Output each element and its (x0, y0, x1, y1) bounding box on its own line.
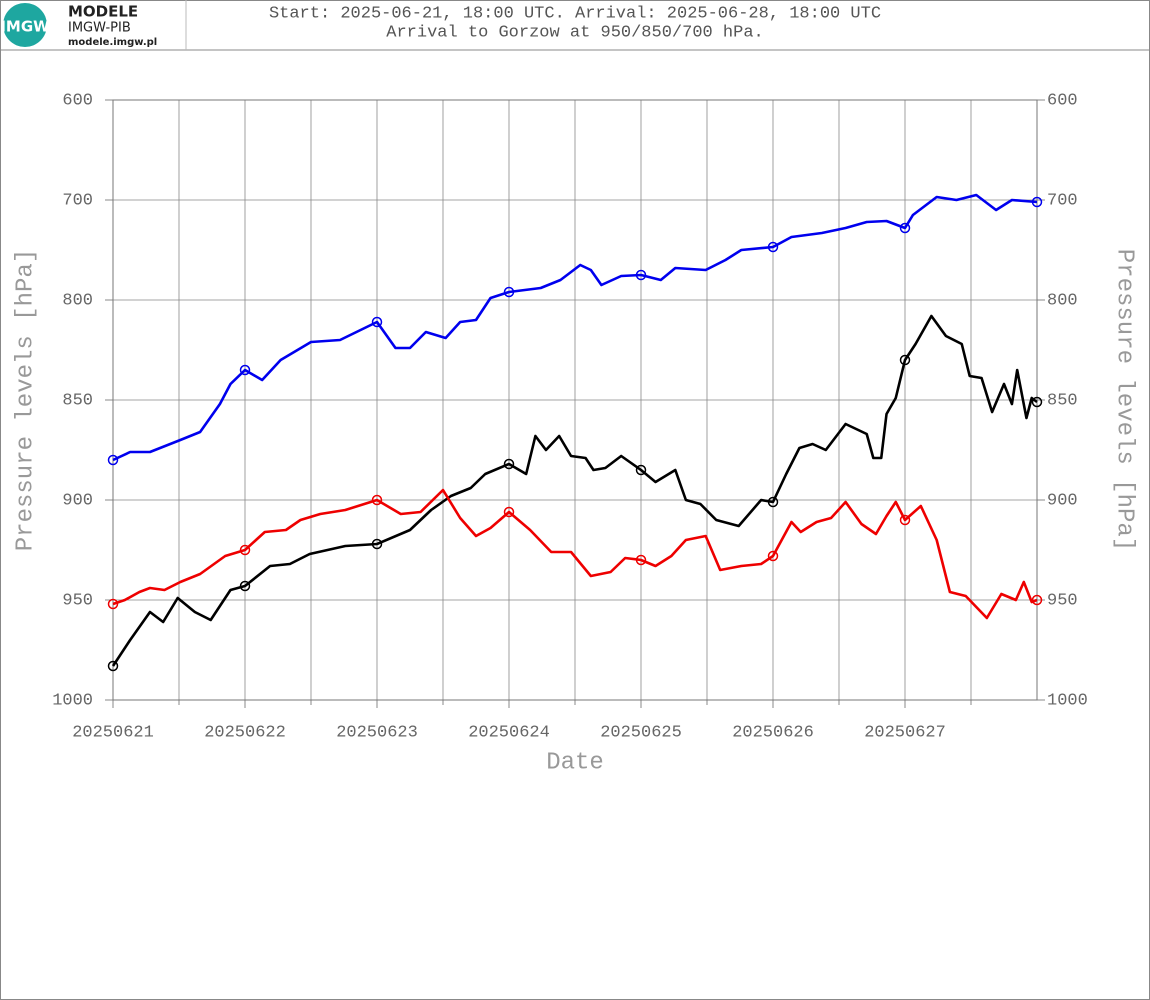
day-marker (635, 554, 647, 566)
brand: MODELE (68, 3, 138, 21)
day-marker (371, 494, 383, 506)
day-marker (1031, 594, 1043, 606)
y-tick-label: 1000 (52, 691, 93, 710)
y2-tick-label: 900 (1047, 491, 1078, 510)
day-marker (239, 580, 251, 592)
x-tick-label: 20250622 (204, 723, 286, 742)
y-axis-label: Pressure levels [hPa] (12, 249, 39, 551)
day-marker (635, 464, 647, 476)
y-tick-label: 700 (62, 191, 93, 210)
y-tick-label: 600 (62, 91, 93, 110)
x-tick-label: 20250624 (468, 723, 550, 742)
y2-tick-label: 1000 (1047, 691, 1088, 710)
logo-circle (3, 3, 47, 47)
y2-tick-label: 800 (1047, 291, 1078, 310)
day-marker (1031, 196, 1043, 208)
y-tick-label: 950 (62, 591, 93, 610)
day-marker (107, 598, 119, 610)
day-marker (239, 544, 251, 556)
logo-text: IMGW (0, 18, 50, 36)
x-tick-label: 20250621 (72, 723, 154, 742)
day-marker (899, 514, 911, 526)
day-marker (239, 364, 251, 376)
series-line (112, 488, 1038, 620)
chart-subtitle: Arrival to Gorzow at 950/850/700 hPa. (386, 23, 763, 42)
day-marker (899, 222, 911, 234)
x-tick-label: 20250626 (732, 723, 814, 742)
org: IMGW-PIB (68, 21, 131, 36)
x-axis-label: Date (546, 749, 604, 776)
day-marker (503, 506, 515, 518)
x-tick-label: 20250627 (864, 723, 946, 742)
day-marker (371, 538, 383, 550)
day-marker (899, 354, 911, 366)
y2-axis-label: Pressure levels [hPa] (1111, 249, 1138, 551)
y2-tick-label: 600 (1047, 91, 1078, 110)
y2-tick-label: 700 (1047, 191, 1078, 210)
series-line (112, 193, 1038, 462)
y2-tick-label: 950 (1047, 591, 1078, 610)
day-marker (1031, 396, 1043, 408)
y2-tick-label: 850 (1047, 391, 1078, 410)
day-marker (503, 458, 515, 470)
day-marker (635, 269, 647, 281)
day-marker (371, 316, 383, 328)
x-tick-label: 20250623 (336, 723, 418, 742)
y-tick-label: 850 (62, 391, 93, 410)
plot-frame (112, 99, 1038, 701)
day-marker (107, 660, 119, 672)
x-tick-label: 20250625 (600, 723, 682, 742)
day-marker (767, 496, 779, 508)
url: modele.imgw.pl (68, 37, 157, 48)
y-tick-label: 800 (62, 291, 93, 310)
y-tick-label: 900 (62, 491, 93, 510)
day-marker (107, 454, 119, 466)
day-marker (767, 550, 779, 562)
day-marker (767, 241, 779, 253)
chart-title: Start: 2025-06-21, 18:00 UTC. Arrival: 2… (269, 4, 881, 23)
series-line (111, 314, 1038, 667)
day-marker (503, 286, 515, 298)
